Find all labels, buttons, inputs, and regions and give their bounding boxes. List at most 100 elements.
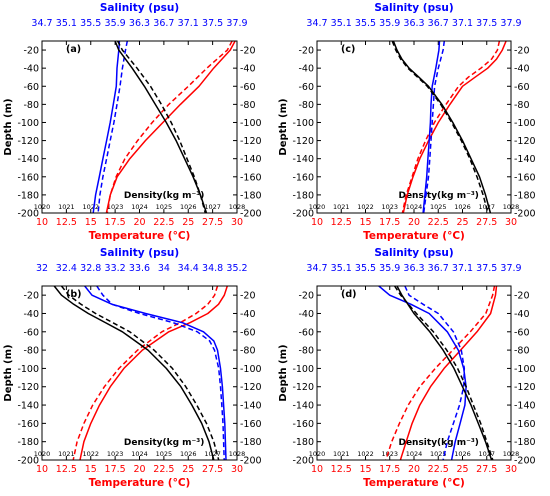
temperature-tick-label: 27.5 xyxy=(476,217,497,228)
depth-tick-label-right: -20 xyxy=(240,291,256,302)
temperature-tick-label: 22.5 xyxy=(428,217,449,228)
depth-tick-label-right: -60 xyxy=(514,327,530,338)
salinity-tick-label: 35.5 xyxy=(355,263,376,274)
salinity-axis-title: Salinity (psu) xyxy=(100,247,179,259)
depth-tick-label-right: -160 xyxy=(514,419,536,430)
temperature-tick-label: 30 xyxy=(505,464,517,475)
density-tick-label: 1022 xyxy=(357,450,374,458)
density-axis-title: Density(kg m⁻³) xyxy=(398,191,478,201)
depth-tick-label-left: -120 xyxy=(17,136,39,147)
depth-tick-label-right: -40 xyxy=(240,64,256,75)
depth-tick-label-right: -180 xyxy=(240,437,262,448)
temperature-tick-label: 12.5 xyxy=(331,464,352,475)
density-tick-label: 1021 xyxy=(58,203,75,211)
depth-tick-label-right: -80 xyxy=(240,346,256,357)
density-tick-label: 1026 xyxy=(180,203,197,211)
depth-axis-title: Depth (m) xyxy=(3,98,14,155)
depth-tick-label-right: -40 xyxy=(240,309,256,320)
depth-tick-label-left: -140 xyxy=(292,401,314,412)
depth-tick-label-left: -60 xyxy=(23,82,39,93)
salinity-tick-label: 37.9 xyxy=(500,263,521,274)
panel-label: (a) xyxy=(66,44,81,55)
salinity-tick-label: 33.6 xyxy=(129,263,150,274)
depth-tick-label-left: -160 xyxy=(292,172,314,183)
depth-tick-label-right: -140 xyxy=(514,154,536,165)
depth-tick-label-right: -40 xyxy=(514,309,530,320)
salinity-profile-solid xyxy=(378,285,467,461)
density-tick-label: 1022 xyxy=(82,450,99,458)
depth-tick-label-right: -100 xyxy=(240,364,262,375)
salinity-tick-label: 35.9 xyxy=(105,18,126,29)
depth-tick-label-right: -100 xyxy=(514,118,536,129)
temperature-axis-title: Temperature (°C) xyxy=(89,477,191,489)
density-profile-dashed xyxy=(393,285,494,461)
salinity-tick-label: 37.5 xyxy=(476,263,497,274)
temperature-profile-solid xyxy=(105,40,236,214)
depth-tick-label-right: -200 xyxy=(240,456,262,467)
depth-axis-title: Depth (m) xyxy=(278,344,289,401)
density-tick-label: 1022 xyxy=(82,203,99,211)
density-tick-label: 1024 xyxy=(406,203,423,211)
depth-tick-label-left: -180 xyxy=(292,190,314,201)
salinity-tick-label: 37.1 xyxy=(452,263,473,274)
depth-tick-label-left: -120 xyxy=(292,382,314,393)
depth-tick-label-left: -60 xyxy=(298,82,314,93)
density-tick-label: 1022 xyxy=(357,203,374,211)
salinity-tick-label: 32.8 xyxy=(80,263,101,274)
salinity-tick-label: 34 xyxy=(158,263,170,274)
depth-tick-label-left: -100 xyxy=(292,364,314,375)
depth-tick-label-right: -20 xyxy=(514,291,530,302)
salinity-tick-label: 36.7 xyxy=(428,18,449,29)
temperature-tick-label: 17.5 xyxy=(379,217,400,228)
depth-tick-label-right: -120 xyxy=(240,382,262,393)
temperature-profile-solid xyxy=(402,40,507,214)
panel-label: (b) xyxy=(66,289,81,300)
salinity-profile-solid xyxy=(84,285,227,461)
depth-tick-label-left: -80 xyxy=(298,346,314,357)
depth-tick-label-left: -200 xyxy=(17,456,39,467)
salinity-tick-label: 35.1 xyxy=(56,18,77,29)
temperature-tick-label: 22.5 xyxy=(153,217,174,228)
depth-tick-label-left: -20 xyxy=(298,46,314,57)
depth-tick-label-right: -80 xyxy=(240,100,256,111)
depth-tick-label-left: -120 xyxy=(292,136,314,147)
salinity-tick-label: 34.4 xyxy=(178,263,199,274)
salinity-tick-label: 36.3 xyxy=(403,263,424,274)
density-tick-label: 1023 xyxy=(381,203,398,211)
density-profile-dashed xyxy=(116,40,207,214)
depth-tick-label-left: -120 xyxy=(17,382,39,393)
salinity-axis-title: Salinity (psu) xyxy=(100,2,179,14)
depth-tick-label-left: -100 xyxy=(17,118,39,129)
temperature-tick-label: 20 xyxy=(133,217,145,228)
chart-panel-a: Salinity (psu) Temperature (°C) Depth (m) 3… xyxy=(3,2,262,242)
temperature-profile-dashed xyxy=(385,285,496,461)
depth-tick-label-right: -80 xyxy=(514,346,530,357)
temperature-tick-label: 10 xyxy=(311,217,323,228)
depth-tick-label-left: -200 xyxy=(292,456,314,467)
depth-tick-label-right: -180 xyxy=(514,190,536,201)
salinity-tick-label: 35.5 xyxy=(80,18,101,29)
depth-tick-label-left: -100 xyxy=(292,118,314,129)
depth-tick-label-left: -60 xyxy=(23,327,39,338)
depth-tick-label-left: -80 xyxy=(23,100,39,111)
depth-tick-label-right: -140 xyxy=(240,401,262,412)
temperature-tick-label: 27.5 xyxy=(202,464,223,475)
temperature-tick-label: 10 xyxy=(36,217,48,228)
temperature-profile-dashed xyxy=(72,285,219,461)
depth-tick-label-right: -120 xyxy=(240,136,262,147)
salinity-tick-label: 32 xyxy=(36,263,48,274)
salinity-tick-label: 37.9 xyxy=(226,18,247,29)
salinity-profile-solid xyxy=(422,40,441,214)
density-tick-label: 1023 xyxy=(381,450,398,458)
plot-frame xyxy=(316,285,512,461)
salinity-profile-solid xyxy=(92,40,121,214)
temperature-tick-label: 30 xyxy=(231,217,243,228)
density-axis-title: Density(kg m⁻³) xyxy=(124,438,204,448)
temperature-tick-label: 20 xyxy=(133,464,145,475)
depth-tick-label-left: -180 xyxy=(17,190,39,201)
density-tick-label: 1023 xyxy=(107,450,124,458)
temperature-tick-label: 25 xyxy=(182,464,194,475)
salinity-axis-title: Salinity (psu) xyxy=(374,247,453,259)
density-profile-dashed xyxy=(60,285,220,461)
